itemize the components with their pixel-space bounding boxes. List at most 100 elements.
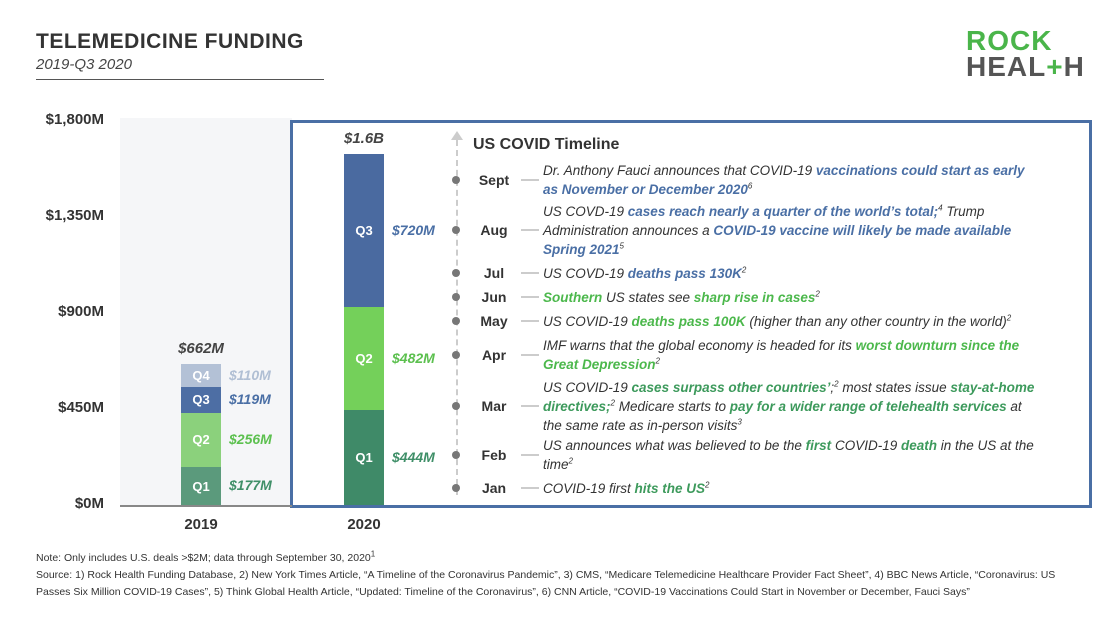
data-label: $256M [229,430,272,447]
event-text-segment: hits the US [634,480,706,496]
event-text-segment: Trump Administration announces a [543,203,985,238]
event-text-segment: COVID-19 vaccine will likely be made ava… [543,222,1012,257]
timeline-title: US COVID Timeline [473,136,620,153]
timeline-event-text: US announces what was believed to be the… [543,436,1043,474]
footnote-ref: 2 [610,398,615,407]
event-text-segment: pay for a wider range of telehealth serv… [729,398,1007,414]
timeline-connector [521,272,539,274]
footer-source: Source: 1) Rock Health Funding Database,… [36,569,1056,598]
timeline-connector [521,354,539,356]
bar-segment-2020-q2: Q2 [344,307,384,411]
timeline-event-text: Dr. Anthony Fauci announces that COVID-1… [543,161,1043,199]
footnote-ref: 6 [747,181,753,191]
footnote-ref: 2 [741,265,747,274]
data-label: $177M [229,477,272,494]
footnote-ref: 2 [1006,313,1012,322]
footnote-ref: 2 [568,456,573,466]
timeline-connector [521,296,539,298]
event-text-segment: deaths pass 100K [631,313,746,329]
event-text-segment: stay-at-home directives; [543,379,1035,414]
note-sup: 1 [370,549,376,559]
bar-segment-2019-q4: Q4 [181,363,221,388]
footnote-ref: 3 [737,417,742,426]
timeline-dot-icon [452,269,460,277]
event-text-segment: cases surpass other countries’ [631,379,831,395]
bar-segment-2020-q3: Q3 [344,153,384,308]
footnote-ref: 2 [655,356,660,366]
note-text: Note: Only includes U.S. deals >$2M; dat… [36,552,371,564]
event-text-segment: worst downturn since the Great Depressio… [543,338,1020,372]
timeline-event-text: US COVID-19 cases surpass other countrie… [543,378,1043,435]
data-label: $444M [392,448,435,465]
timeline-month: Feb [481,447,507,463]
timeline-connector [521,320,539,322]
logo-text: H [1063,51,1085,82]
timeline-connector [521,229,539,231]
timeline-month: May [480,313,508,329]
x-tick-label: 2019 [184,516,218,533]
data-label: $482M [392,349,435,366]
event-text-segment: first [805,438,832,453]
highlight-box-2020 [290,120,1092,508]
timeline-dot-icon [452,226,460,234]
timeline-event-text: IMF warns that the global economy is hea… [543,336,1043,374]
bar-segment-2019-q1: Q1 [181,467,221,505]
timeline-event-text: COVID-19 first hits the US2 [543,479,1043,498]
y-tick-label: $1,350M [45,207,104,224]
event-text-segment: in the US at the time [543,438,1034,472]
timeline-dot-icon [452,317,460,325]
rock-health-logo: ROCK HEAL+H [966,25,1085,82]
logo-line-2: HEAL+H [966,51,1085,82]
data-label: $110M [229,366,271,383]
x-tick-label: 2020 [347,516,381,533]
event-text-segment: US COVID-19 [543,313,632,329]
timeline-dot-icon [452,293,460,301]
event-text-segment: at the same rate as in-person visits [543,398,1022,433]
timeline-month: Jun [481,289,507,305]
timeline-dot-icon [452,176,460,184]
timeline-month: Jan [481,480,507,496]
timeline-month: Mar [481,398,507,414]
timeline-event-text: US COVD-19 deaths pass 130K2 [543,264,1043,283]
bar-segment-2019-q2: Q2 [181,412,221,468]
y-tick-label: $0M [74,495,104,512]
event-text-segment: Southern [543,289,603,305]
plus-icon: + [1046,51,1064,82]
logo-line-1: ROCK [966,25,1053,56]
y-tick-label: $1,800M [45,111,104,128]
timeline-month: Jul [483,265,505,281]
bar-segment-2019-q3: Q3 [181,387,221,413]
bar-total-label: $662M [178,339,224,357]
timeline-connector [521,454,539,456]
event-text-segment: IMF warns that the global economy is hea… [543,338,856,353]
timeline-dot-icon [452,451,460,459]
event-text-segment: US announces what was believed to be the [543,438,806,453]
event-text-segment: death [900,438,937,453]
title-divider [36,79,324,80]
footnote-ref: 5 [619,241,624,250]
page-subtitle: 2019-Q3 2020 [36,56,132,73]
timeline-connector [521,179,539,181]
y-tick-label: $900M [58,303,104,320]
event-text-segment: sharp rise in cases [693,289,816,305]
timeline-event-text: US COVD-19 cases reach nearly a quarter … [543,202,1043,259]
footnote-ref: 2 [834,379,839,388]
event-text-segment: COVID-19 [831,438,901,453]
event-text-segment: most states issue [838,379,951,395]
timeline-month: Apr [481,347,507,363]
footer-notes: Note: Only includes U.S. deals >$2M; dat… [36,550,1066,601]
timeline-event-text: Southern US states see sharp rise in cas… [543,288,1043,307]
data-label: $119M [229,390,271,407]
event-text-segment: US COVD-19 [543,265,628,281]
timeline-event-text: US COVID-19 deaths pass 100K (higher tha… [543,312,1043,331]
timeline-month: Aug [480,222,508,238]
timeline-connector [521,487,539,489]
y-tick-label: $450M [58,399,104,416]
footnote-ref: 4 [938,203,943,212]
event-text-segment: ; [830,379,835,395]
footer-note: Note: Only includes U.S. deals >$2M; dat… [36,550,1066,567]
event-text-segment: Medicare starts to [615,398,730,414]
event-text-segment: (higher than any other country in the wo… [745,313,1007,329]
event-text-segment: deaths pass 130K [627,265,742,281]
timeline-dot-icon [452,484,460,492]
